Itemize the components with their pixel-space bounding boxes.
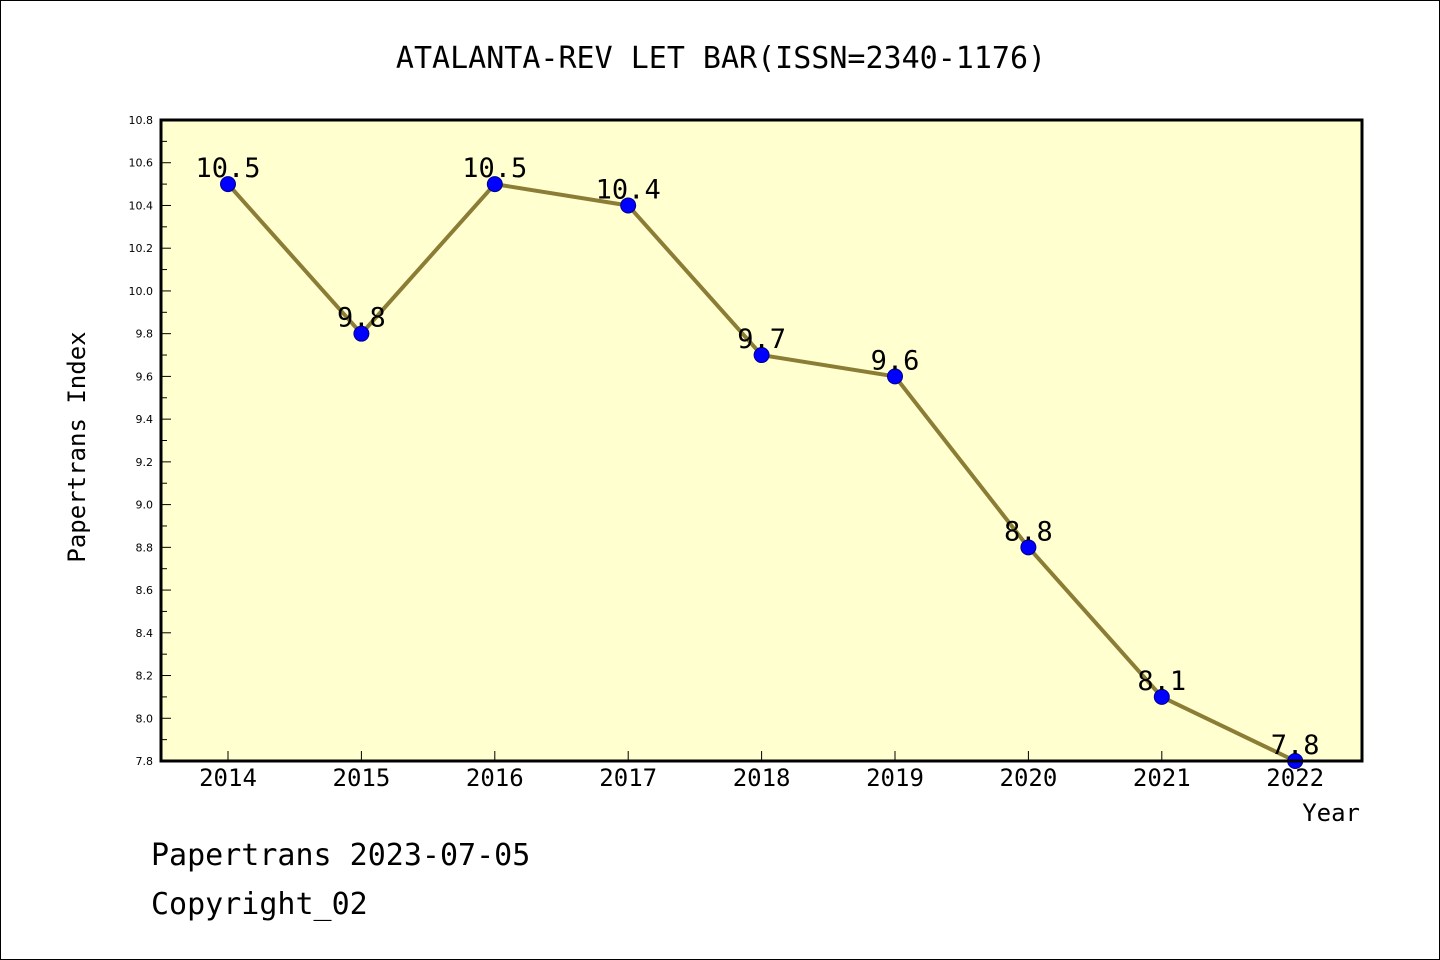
x-tick-label: 2014 xyxy=(199,764,257,792)
plot-area xyxy=(161,120,1362,761)
y-tick-label: 10.6 xyxy=(129,157,154,170)
y-axis-label: Papertrans Index xyxy=(63,331,91,562)
data-point xyxy=(486,176,503,193)
y-tick-label: 9.8 xyxy=(136,328,154,341)
footer-date-text: Papertrans 2023-07-05 xyxy=(151,838,530,873)
y-tick-label: 10.8 xyxy=(129,114,154,127)
y-tick-label: 9.2 xyxy=(136,456,154,469)
data-point xyxy=(887,368,903,385)
data-point xyxy=(1153,688,1170,705)
data-label: 9.6 xyxy=(871,345,920,376)
data-label: 10.5 xyxy=(462,153,527,184)
y-tick-label: 9.0 xyxy=(136,499,154,512)
x-axis-label: Year xyxy=(1302,799,1360,827)
data-point xyxy=(1020,539,1037,556)
y-tick-label: 8.0 xyxy=(136,712,154,725)
x-tick-label: 2015 xyxy=(333,764,391,792)
y-tick-label: 10.4 xyxy=(129,199,154,212)
data-point xyxy=(753,347,770,364)
y-tick-label: 9.6 xyxy=(136,370,154,383)
footer-copyright-text: Copyright_02 xyxy=(151,887,368,922)
y-tick-label: 8.2 xyxy=(136,670,154,683)
plot-frame xyxy=(159,118,1364,763)
y-axis: 7.8 8.0 8.2 8.4 8.6 8.8 9.0 9.2 9.4 9.6 9.8 10.0 10.… xyxy=(129,114,171,768)
data-point xyxy=(353,325,370,342)
x-tick-label: 2018 xyxy=(733,764,791,792)
x-tick-label: 2021 xyxy=(1133,764,1191,792)
data-point xyxy=(220,176,236,193)
x-tick-label: 2019 xyxy=(866,764,924,792)
y-tick-label: 8.8 xyxy=(136,541,154,554)
data-label: 8.1 xyxy=(1137,666,1186,697)
data-label: 7.8 xyxy=(1271,730,1320,761)
y-tick-label: 8.4 xyxy=(136,627,154,640)
data-point xyxy=(620,197,637,214)
x-tick-label: 2020 xyxy=(1000,764,1058,792)
data-label: 9.7 xyxy=(737,324,786,355)
y-tick-label: 10.2 xyxy=(129,242,154,255)
y-tick-label: 8.6 xyxy=(136,584,154,597)
x-tick-label: 2017 xyxy=(599,764,657,792)
y-tick-label: 10.0 xyxy=(129,285,154,298)
y-tick-label: 7.8 xyxy=(136,755,154,768)
series-group: 10.5 9.8 10.5 10.4 9.7 9.6 8.8 8.1 7.8 xyxy=(195,153,1320,769)
data-label: 10.4 xyxy=(596,174,661,205)
data-label: 9.8 xyxy=(337,303,386,334)
chart-title: ATALANTA-REV LET BAR(ISSN=2340-1176) xyxy=(396,41,1046,76)
data-label: 8.8 xyxy=(1004,516,1053,547)
data-label: 10.5 xyxy=(195,153,260,184)
y-tick-label: 9.4 xyxy=(136,413,154,426)
x-tick-label: 2016 xyxy=(466,764,524,792)
